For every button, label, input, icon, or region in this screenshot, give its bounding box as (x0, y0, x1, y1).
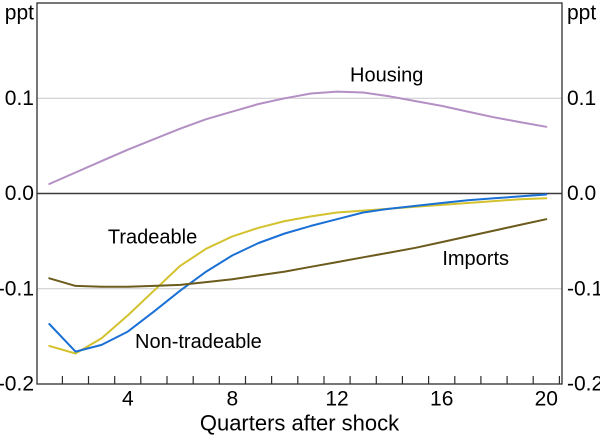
y-tick-label-left: -0.2 (0, 373, 34, 396)
y-tick-label-left: 0.0 (5, 182, 34, 205)
x-axis-title: Quarters after shock (200, 411, 400, 436)
series-label-housing: Housing (350, 64, 423, 86)
unit-label-left: ppt (5, 2, 34, 25)
x-tick-label: 16 (430, 388, 453, 411)
y-tick-label-right: -0.1 (567, 277, 600, 300)
y-tick-label-left: 0.1 (5, 87, 34, 110)
series-label-tradeable: Tradeable (108, 226, 197, 248)
plot-frame (36, 2, 563, 385)
series-label-imports: Imports (442, 248, 509, 270)
series-line-imports (48, 218, 548, 288)
y-tick-label-left: -0.1 (0, 277, 34, 300)
y-tick-label-right: 0.0 (567, 182, 596, 205)
x-tick-label: 8 (227, 388, 239, 411)
unit-label-right: ppt (567, 2, 596, 25)
series-line-non-tradeable (48, 193, 548, 353)
x-tick-label: 4 (122, 388, 134, 411)
x-tick-label: 12 (325, 388, 348, 411)
x-tick-label: 20 (535, 388, 558, 411)
series-label-non-tradeable: Non-tradeable (135, 331, 262, 353)
series-line-tradeable (48, 197, 548, 355)
series-line-housing (48, 90, 548, 185)
y-tick-label-right: -0.2 (567, 373, 600, 396)
y-tick-label-right: 0.1 (567, 87, 596, 110)
